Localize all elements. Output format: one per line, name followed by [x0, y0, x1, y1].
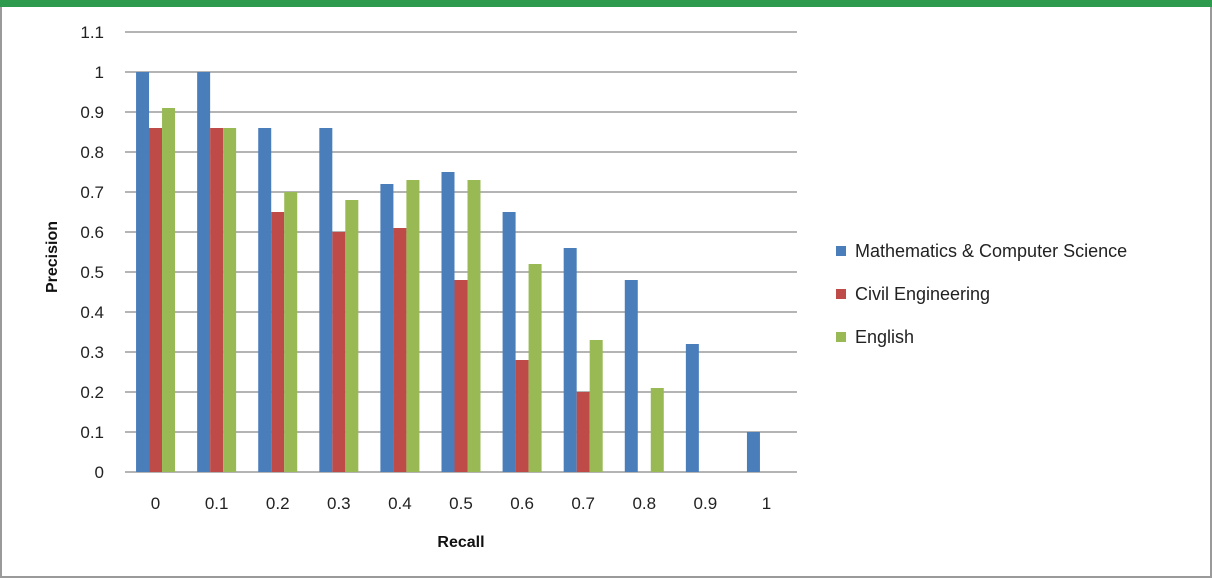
- x-tick-label: 0.1: [205, 494, 229, 513]
- bar-civil-engineering-0.7: [576, 392, 590, 472]
- bar-mathematics-computer-science-0.6: [502, 212, 516, 472]
- y-tick-label: 0.7: [80, 183, 104, 202]
- bar-civil-engineering-0.1: [210, 128, 224, 472]
- y-tick-label: 0.8: [80, 143, 104, 162]
- bar-mathematics-computer-science-0.5: [441, 172, 455, 472]
- legend-label: English: [855, 327, 914, 347]
- y-tick-label: 0.2: [80, 383, 104, 402]
- legend-swatch: [836, 289, 846, 299]
- x-tick-label: 0.4: [388, 494, 412, 513]
- x-tick-label: 0.5: [449, 494, 473, 513]
- y-axis-ticks: 0 0.1 0.2 0.3 0.4 0.5 0.6 0.7 0.8 0.9 1 1.1: [80, 23, 104, 482]
- bar-english-0.6: [528, 264, 542, 472]
- legend-label: Mathematics & Computer Science: [855, 241, 1127, 261]
- bar-civil-engineering-0.3: [332, 232, 346, 472]
- y-tick-label: 0.6: [80, 223, 104, 242]
- bar-english-0.5: [467, 180, 481, 472]
- bar-mathematics-computer-science-0.9: [685, 344, 699, 472]
- bar-mathematics-computer-science-1: [746, 432, 760, 472]
- x-tick-label: 0.6: [510, 494, 534, 513]
- y-tick-label: 0.4: [80, 303, 104, 322]
- bar-mathematics-computer-science-0.7: [563, 248, 577, 472]
- y-tick-label: 1: [95, 63, 104, 82]
- bar-english-0.3: [345, 200, 359, 472]
- x-tick-label: 0.9: [694, 494, 718, 513]
- bar-english-0.2: [284, 192, 298, 472]
- x-axis-ticks: 0 0.1 0.2 0.3 0.4 0.5 0.6 0.7 0.8 0.9 1: [151, 494, 771, 513]
- legend-swatch: [836, 246, 846, 256]
- x-axis-title: Recall: [437, 534, 484, 551]
- x-tick-label: 0.7: [571, 494, 595, 513]
- bar-mathematics-computer-science-0.4: [380, 184, 394, 472]
- bar-english-0.1: [223, 128, 237, 472]
- legend-swatch: [836, 332, 846, 342]
- legend: Mathematics & Computer Science Civil Engi…: [836, 241, 1127, 347]
- y-tick-label: 0: [95, 463, 104, 482]
- bar-english-0.8: [650, 388, 664, 472]
- y-tick-label: 0.9: [80, 103, 104, 122]
- bar-mathematics-computer-science-0.8: [624, 280, 638, 472]
- y-tick-label: 0.1: [80, 423, 104, 442]
- x-tick-label: 1: [762, 494, 771, 513]
- y-tick-label: 0.5: [80, 263, 104, 282]
- x-tick-label: 0.8: [632, 494, 656, 513]
- bar-mathematics-computer-science-0.2: [258, 128, 272, 472]
- y-axis-title: Precision: [44, 221, 61, 293]
- bar-civil-engineering-0.6: [515, 360, 529, 472]
- x-tick-label: 0.2: [266, 494, 290, 513]
- gridlines: [125, 31, 797, 473]
- bar-english-0: [162, 108, 176, 472]
- bar-english-0.7: [589, 340, 603, 472]
- x-tick-label: 0.3: [327, 494, 351, 513]
- top-accent-bar: [0, 0, 1212, 7]
- bar-civil-engineering-0.2: [271, 212, 285, 472]
- bars: [136, 72, 760, 472]
- bar-civil-engineering-0: [149, 128, 163, 472]
- bar-english-0.4: [406, 180, 420, 472]
- bar-mathematics-computer-science-0: [136, 72, 150, 472]
- y-tick-label: 0.3: [80, 343, 104, 362]
- bar-mathematics-computer-science-0.1: [197, 72, 211, 472]
- x-tick-label: 0: [151, 494, 160, 513]
- y-tick-label: 1.1: [80, 23, 104, 42]
- bar-mathematics-computer-science-0.3: [319, 128, 333, 472]
- legend-label: Civil Engineering: [855, 284, 990, 304]
- bar-civil-engineering-0.4: [393, 228, 407, 472]
- bar-civil-engineering-0.5: [454, 280, 468, 472]
